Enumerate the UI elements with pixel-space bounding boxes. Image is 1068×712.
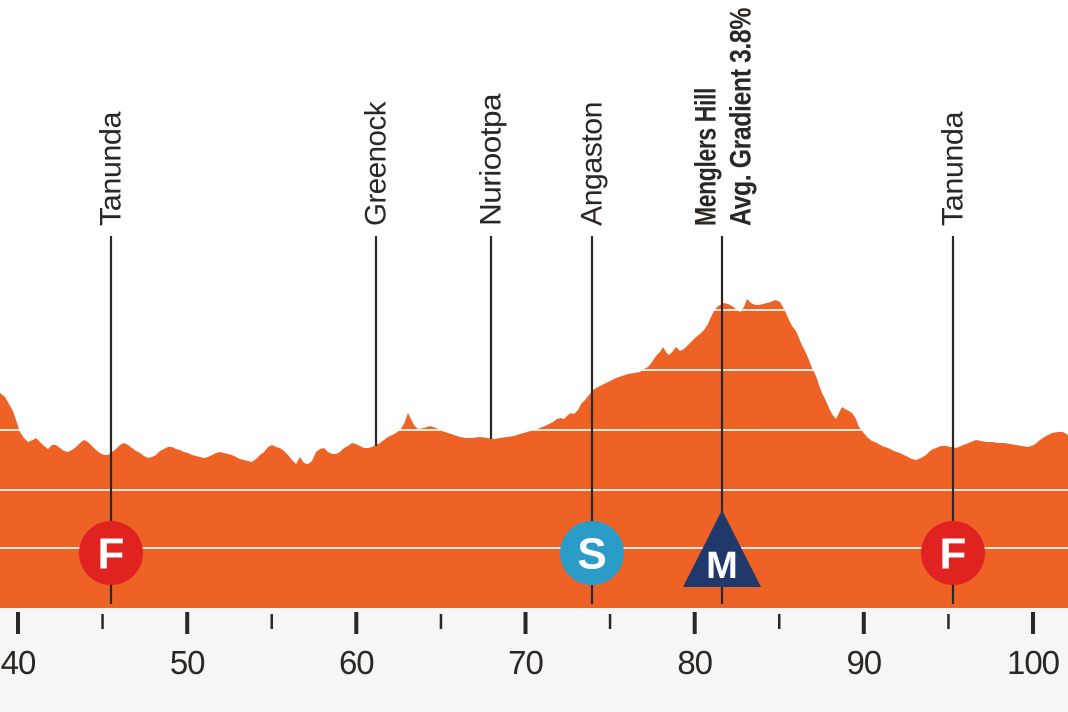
finish-marker	[79, 521, 143, 585]
footer-band	[0, 608, 1068, 712]
finish-marker	[921, 521, 985, 585]
axis-minor-tick	[608, 614, 612, 629]
axis-tick-label: 50	[170, 644, 205, 681]
axis-major-tick	[1031, 612, 1035, 634]
axis-major-tick	[861, 612, 866, 634]
axis-minor-tick	[101, 614, 104, 629]
waypoint-label: Greenock	[360, 101, 393, 226]
axis-tick-label: 70	[508, 644, 543, 681]
axis-major-tick	[16, 612, 20, 634]
axis-minor-tick	[439, 614, 443, 629]
axis-tick-label: 40	[1, 644, 36, 681]
axis-tick-label: 80	[677, 644, 712, 681]
axis-minor-tick	[778, 614, 781, 629]
waypoint-label-line2: Avg. Gradient 3.8%	[725, 8, 758, 226]
waypoint-label: Angaston	[576, 102, 609, 226]
marker-letter: M	[706, 545, 738, 587]
axis-major-tick	[354, 612, 359, 634]
waypoint-label: Menglers Hill	[690, 88, 723, 226]
marker-letter: S	[577, 530, 606, 579]
waypoint-label: Nuriootpa	[475, 93, 508, 226]
elevation-area	[0, 299, 1068, 608]
axis-major-tick	[692, 612, 697, 634]
axis-major-tick	[185, 612, 190, 634]
marker-letter: F	[940, 530, 967, 579]
sprint-marker	[560, 521, 624, 585]
axis-major-tick	[523, 612, 528, 634]
axis-minor-tick	[947, 614, 950, 629]
axis-minor-tick	[270, 614, 273, 629]
axis-tick-label: 90	[846, 644, 881, 681]
kom-marker	[683, 510, 761, 587]
axis-tick-label: 100	[1007, 644, 1060, 681]
waypoint-label: Tanunda	[937, 111, 970, 226]
marker-letter: F	[98, 530, 125, 579]
waypoint-label: Tanunda	[95, 111, 128, 226]
axis-tick-label: 60	[339, 644, 374, 681]
